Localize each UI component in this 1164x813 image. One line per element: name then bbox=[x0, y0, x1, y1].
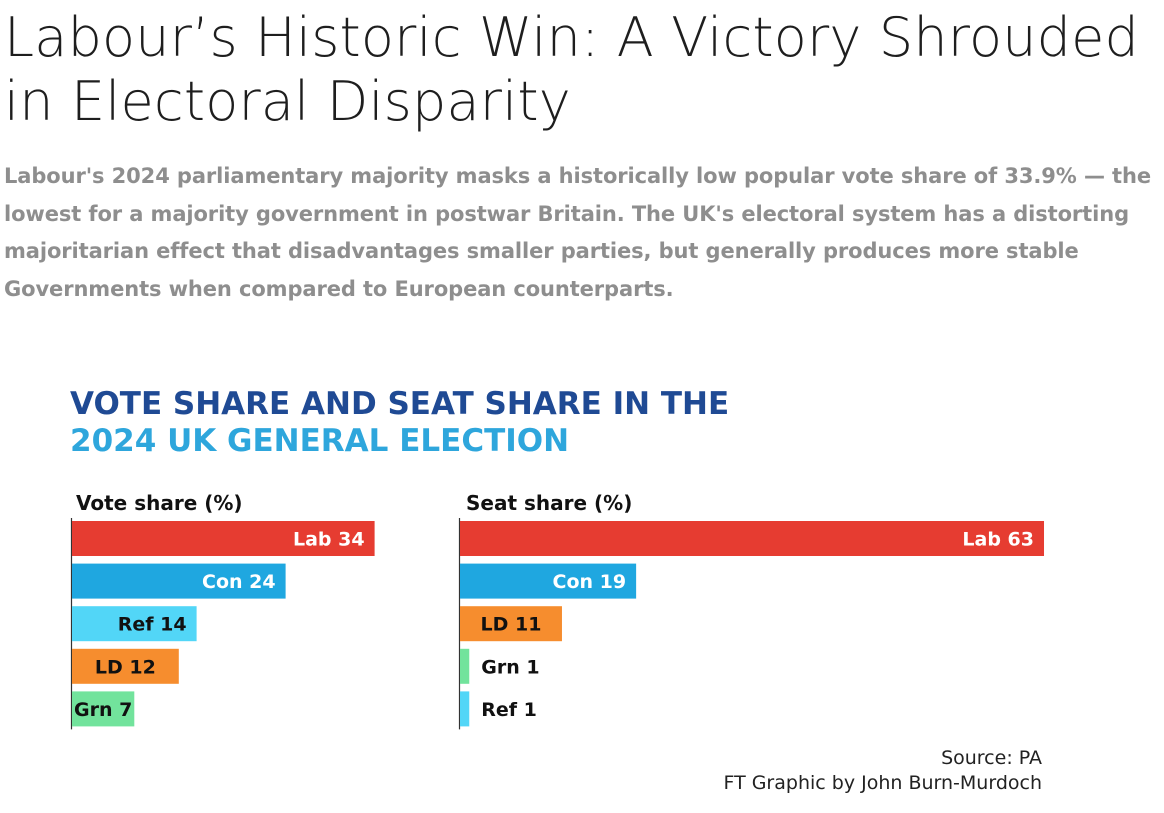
bar-lab bbox=[460, 521, 1045, 556]
bar-ref bbox=[72, 606, 197, 642]
bar-ld bbox=[72, 648, 179, 684]
bar-label-lab: Lab 34 bbox=[293, 529, 365, 551]
bar-con bbox=[460, 563, 637, 599]
chart-title-line1: VOTE SHARE AND SEAT SHARE IN THE bbox=[70, 386, 729, 422]
bar-label-ref: Ref 1 bbox=[481, 699, 537, 721]
bar-label-grn: Grn 1 bbox=[481, 656, 539, 678]
headline: Labour’s Historic Win: A Victory Shroude… bbox=[4, 6, 1140, 133]
bar-grn bbox=[460, 648, 470, 684]
bar-ld bbox=[460, 606, 562, 642]
graphic-credit: FT Graphic by John Burn-Murdoch bbox=[723, 772, 1042, 794]
bar-ref bbox=[460, 691, 470, 727]
chart-title-line2: 2024 UK GENERAL ELECTION bbox=[70, 423, 569, 459]
bar-lab bbox=[72, 521, 375, 556]
bar-label-lab: Lab 63 bbox=[962, 529, 1034, 551]
seat-share-panel: Seat share (%) Lab 63 Con 19 LD 11 Grn 1 Ref … bbox=[458, 491, 1045, 730]
vote-share-panel: Vote share (%) Lab 34 Con 24 Ref 14 LD 12 Grn… bbox=[70, 491, 375, 730]
bar-label-ref: Ref 14 bbox=[118, 614, 187, 636]
bar-label-grn: Grn 7 bbox=[74, 699, 132, 721]
bar-label-ld: LD 11 bbox=[481, 614, 542, 636]
bar-label-con: Con 19 bbox=[553, 571, 627, 593]
bar-label-ld: LD 12 bbox=[95, 656, 156, 678]
bar-con bbox=[72, 563, 286, 599]
subheadline: Labour's 2024 parliamentary majority mas… bbox=[4, 164, 1151, 301]
election-chart: VOTE SHARE AND SEAT SHARE IN THE 2024 UK… bbox=[70, 386, 1045, 794]
bar-label-con: Con 24 bbox=[202, 571, 276, 593]
panel-title: Vote share (%) bbox=[76, 491, 243, 515]
source-note: Source: PA bbox=[941, 747, 1042, 769]
bar-grn bbox=[72, 691, 135, 727]
panel-title: Seat share (%) bbox=[466, 491, 632, 515]
